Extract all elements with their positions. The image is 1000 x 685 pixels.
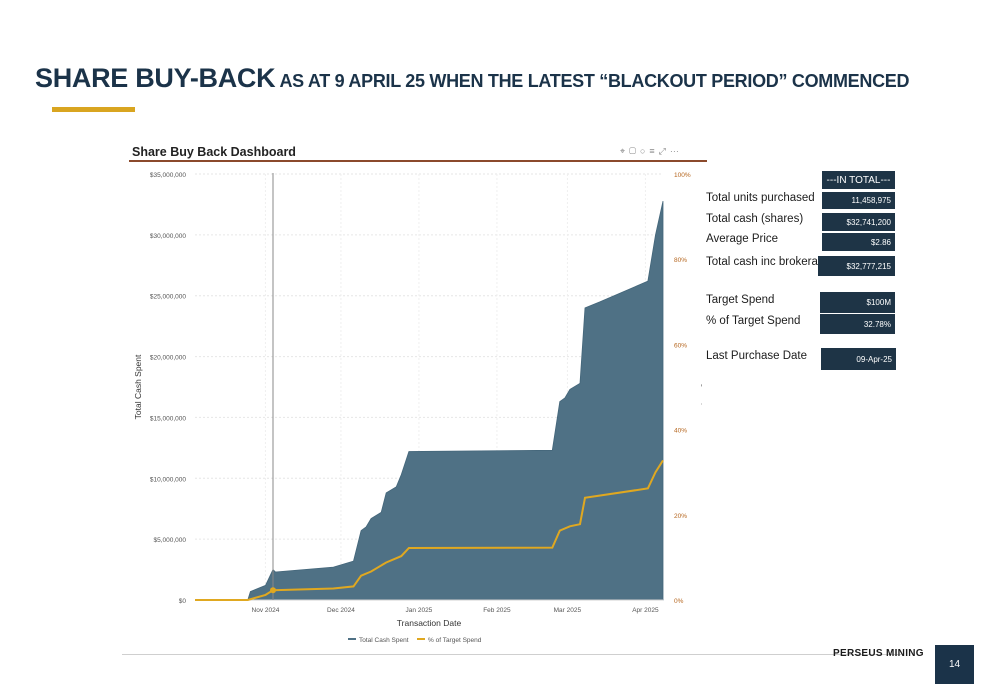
y-tick-label: $15,000,000: [150, 415, 187, 422]
y-tick-label: $0: [179, 598, 187, 605]
expand-icon[interactable]: ⤢: [658, 146, 670, 156]
slide-title-main: SHARE BUY-BACK: [35, 63, 276, 93]
kpi-value-cash-shares: $32,741,200: [822, 213, 895, 231]
page-number: 14: [935, 645, 974, 684]
legend-label-cash: Total Cash Spent: [359, 637, 409, 644]
kpi-label-units: Total units purchased: [706, 192, 815, 204]
kpi-value-avg-price: $2.86: [822, 233, 895, 251]
kpi-header: ---IN TOTAL---: [822, 171, 895, 189]
legend-label-pct: % of Target Spend: [428, 637, 482, 644]
y2-tick-label: 40%: [674, 428, 687, 435]
dashboard-title: Share Buy Back Dashboard: [132, 145, 296, 159]
more-icon[interactable]: ⋯: [669, 146, 683, 156]
x-tick-label: Nov 2024: [252, 607, 280, 614]
kpi-label-cash-shares: Total cash (shares): [706, 213, 804, 225]
kpi-label-pct-target: % of Target Spend: [706, 315, 801, 327]
filter-icon[interactable]: ≡: [649, 146, 659, 156]
kpi-label-avg-price: Average Price: [706, 233, 779, 245]
pct-marker-dot: [270, 587, 276, 594]
slide-title: SHARE BUY-BACK AS AT 9 APRIL 25 WHEN THE…: [35, 63, 909, 94]
slide-title-rest: AS AT 9 APRIL 25 WHEN THE LATEST “BLACKO…: [279, 71, 910, 91]
x-tick-label: Apr 2025: [632, 607, 659, 614]
visual-toolbar: ⌖▢○≡⤢⋯: [620, 146, 683, 157]
y-tick-label: $30,000,000: [150, 233, 187, 240]
y-tick-label: $10,000,000: [150, 476, 187, 483]
brand-logo-text: PERSEUS MINING: [833, 648, 924, 659]
y-tick-label: $20,000,000: [150, 355, 187, 362]
y2-axis-title: % of Target Spend: [701, 352, 702, 422]
y2-tick-label: 80%: [674, 257, 687, 264]
buyback-chart: $0 $5,000,000 $10,000,000 $15,000,000 $20,00…: [133, 172, 702, 644]
title-accent-bar: [52, 107, 135, 112]
x-tick-label: Dec 2024: [327, 607, 355, 614]
kpi-label-target-spend: Target Spend: [706, 294, 775, 306]
dashboard-title-underline: [129, 160, 707, 162]
panel-divider: [122, 654, 901, 655]
y2-tick-label: 20%: [674, 513, 687, 520]
pin-icon[interactable]: ⌖: [620, 146, 630, 156]
x-tick-label: Feb 2025: [483, 607, 511, 614]
kpi-label-last-purchase: Last Purchase Date: [706, 350, 808, 362]
x-tick-label: Jan 2025: [406, 607, 433, 614]
kpi-label-cash-brokerage: Total cash inc brokerage: [706, 256, 831, 268]
y-axis-title: Total Cash Spent: [133, 354, 143, 419]
kpi-value-cash-brokerage: $32,777,215: [818, 256, 895, 276]
kpi-value-units: 11,458,975: [822, 192, 895, 209]
y-tick-label: $5,000,000: [153, 537, 186, 544]
kpi-value-last-purchase: 09-Apr-25: [821, 348, 896, 370]
bell-icon[interactable]: ○: [639, 146, 650, 156]
x-tick-label: Mar 2025: [554, 607, 582, 614]
total-cash-area: [195, 201, 664, 601]
y2-tick-label: 0%: [674, 598, 684, 605]
y2-tick-label: 60%: [674, 342, 687, 349]
kpi-value-target-spend: $100M: [820, 292, 895, 313]
kpi-value-pct-target: 32.78%: [820, 314, 895, 334]
x-axis-title: Transaction Date: [397, 618, 462, 628]
copy-icon[interactable]: ▢: [629, 146, 640, 156]
y-tick-label: $25,000,000: [150, 294, 187, 301]
y2-tick-label: 100%: [674, 172, 691, 179]
y-tick-label: $35,000,000: [150, 172, 187, 179]
